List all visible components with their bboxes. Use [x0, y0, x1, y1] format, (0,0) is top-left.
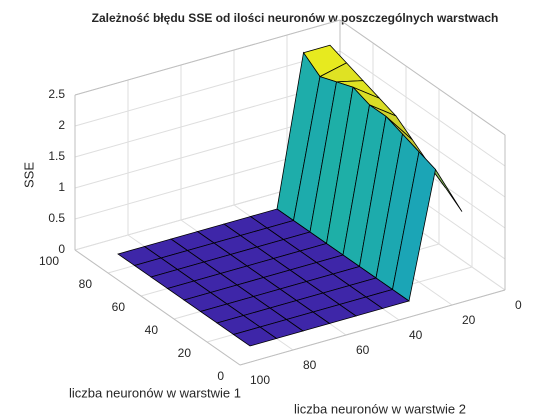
y-tick-label: 100 — [39, 254, 59, 268]
y-tick-label: 20 — [178, 346, 192, 360]
y-tick-label: 0 — [217, 369, 224, 383]
axis-box — [74, 19, 341, 96]
surface-patch — [232, 326, 278, 347]
x-tick-label: 0 — [515, 298, 522, 312]
z-axis-label: SSE — [21, 162, 36, 188]
grid-line — [339, 50, 506, 167]
x-tick-label: 40 — [409, 328, 423, 342]
axis-line — [74, 249, 241, 366]
z-tick-label: 2.5 — [48, 87, 65, 101]
x-tick-label: 20 — [462, 313, 476, 327]
grid-line — [74, 50, 341, 127]
z-tick-label: 1 — [58, 180, 65, 194]
grid-line — [74, 81, 341, 158]
z-tick-label: 2 — [58, 118, 65, 132]
y-tick-label: 60 — [112, 300, 126, 314]
z-tick-label: 0.5 — [48, 211, 65, 225]
x-tick-label: 100 — [250, 373, 270, 387]
axis-line — [239, 289, 506, 366]
y-tick-label: 80 — [79, 277, 93, 291]
y-tick-label: 40 — [145, 323, 159, 337]
y-axis-label: liczba neuronów w warstwie 1 — [69, 385, 241, 400]
x-tick-label: 80 — [303, 358, 317, 372]
x-axis-label: liczba neuronów w warstwie 2 — [294, 401, 466, 416]
z-tick-label: 1.5 — [48, 149, 65, 163]
chart-title: Zależność błędu SSE od ilości neuronów w… — [92, 11, 499, 25]
z-tick-label: 0 — [58, 242, 65, 256]
x-tick-label: 60 — [356, 343, 370, 357]
axis-box — [339, 19, 506, 136]
